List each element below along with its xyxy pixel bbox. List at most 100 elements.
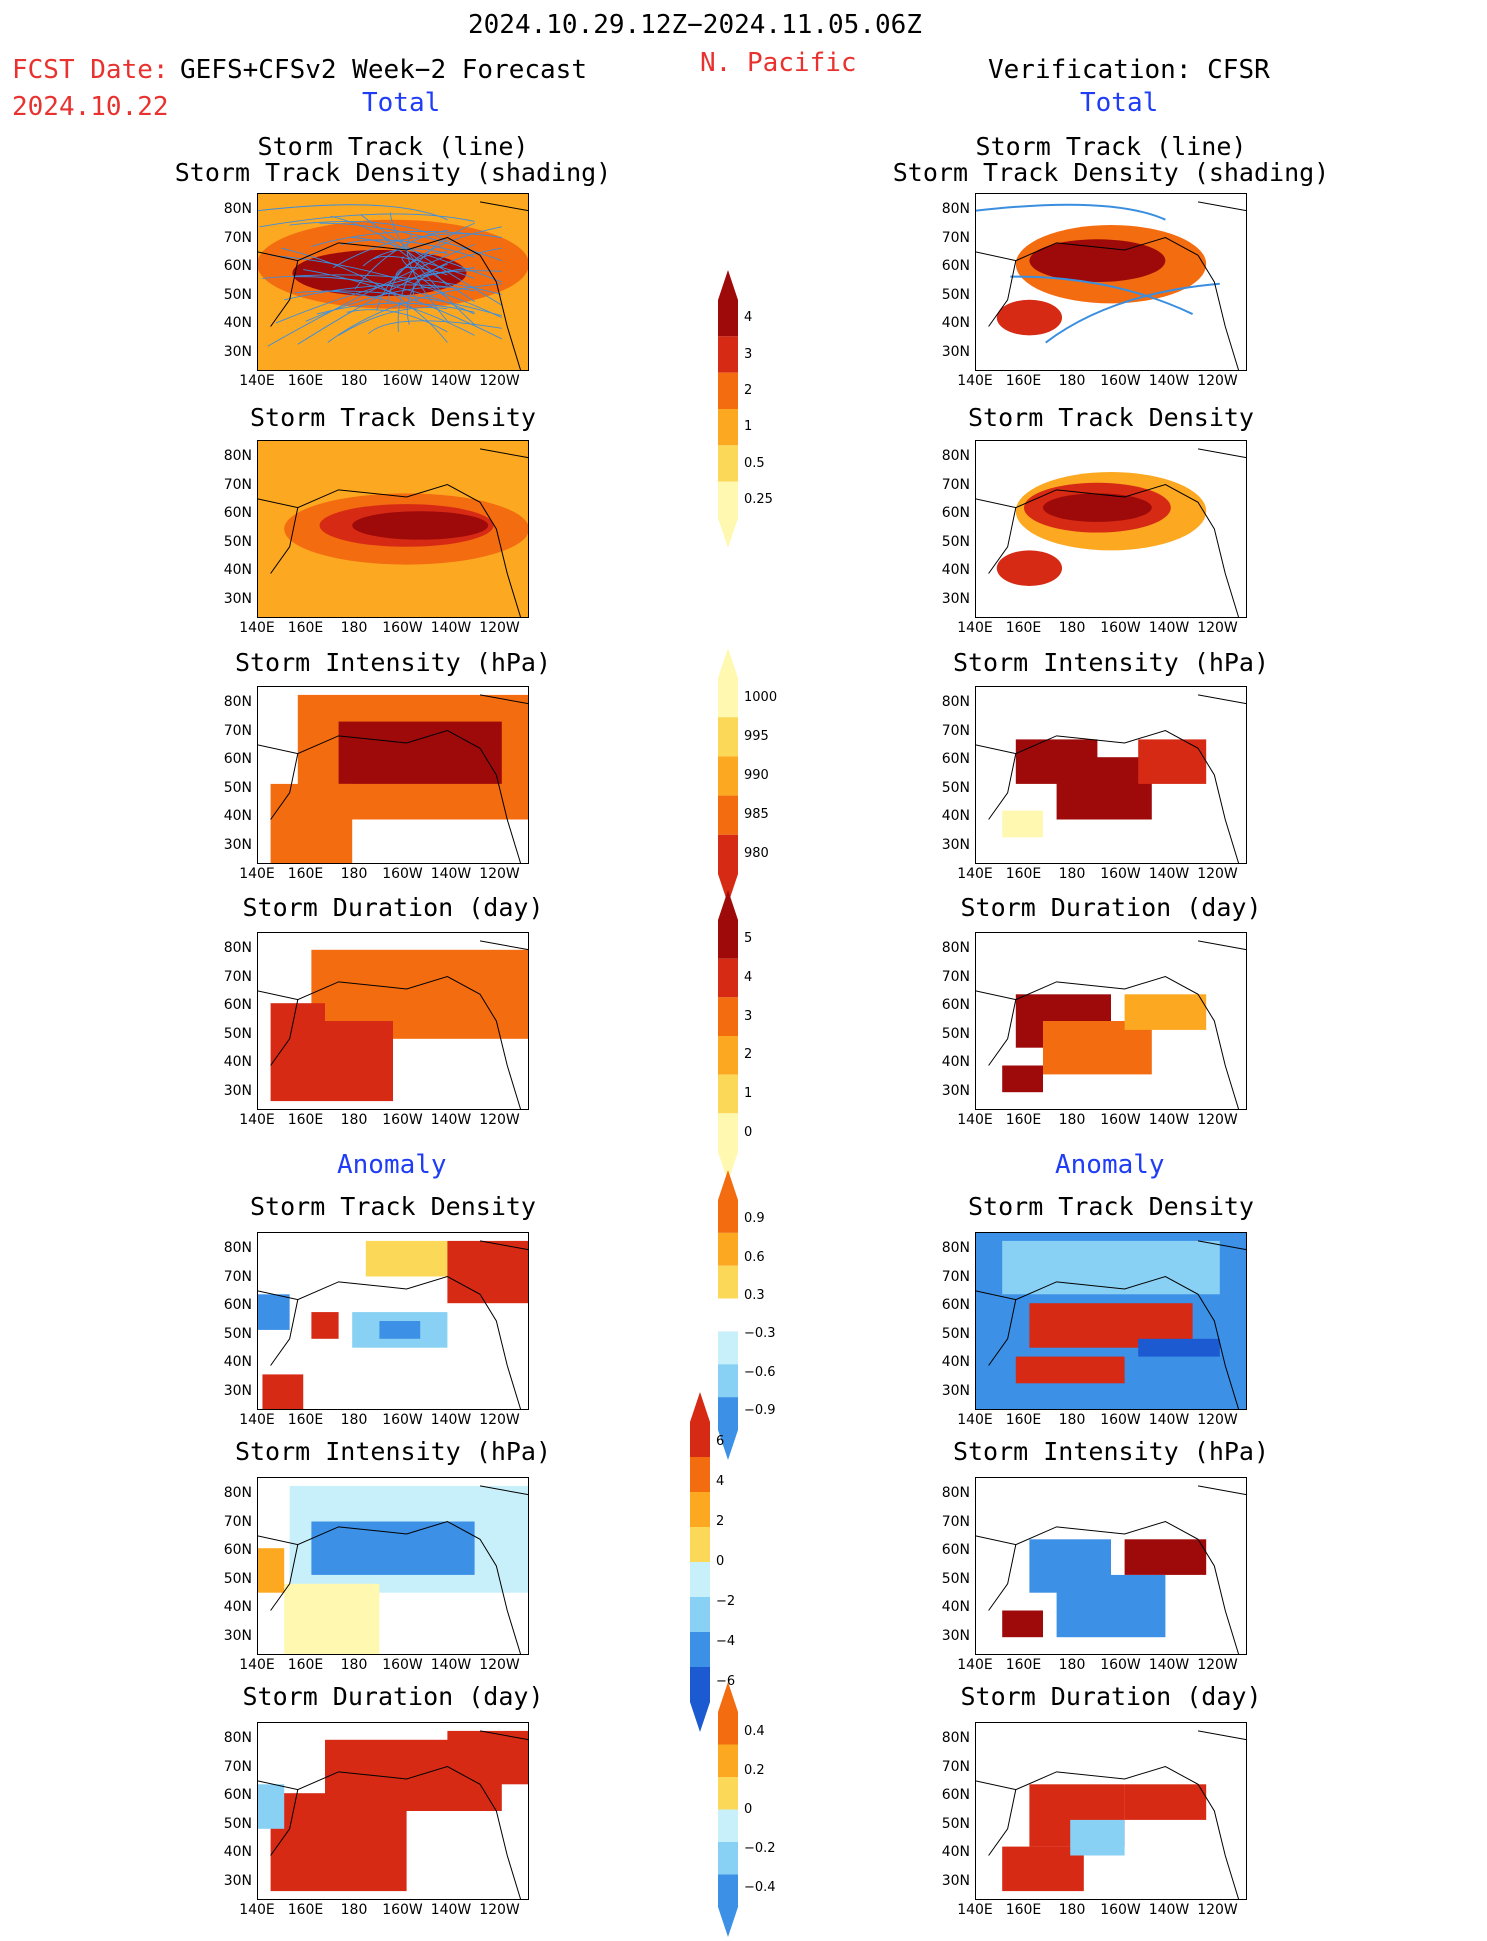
coastline (256, 1240, 530, 1411)
lon-tick-label: 180 (1058, 1657, 1086, 1673)
map-panel-verification-5: 80N 70N 60N 50N 40N 30N 140E 160E 180 160W 140W 120… (942, 1232, 1248, 1428)
map-frame (257, 932, 529, 1110)
lat-tick-label: 80N (223, 201, 252, 217)
storm-track-line (281, 247, 448, 343)
colorbar-swatch (690, 1457, 710, 1492)
colorbar-swatch (718, 678, 738, 718)
lat-tick-label: 30N (223, 1382, 252, 1399)
lon-tick-label: 140W (430, 1412, 472, 1428)
lon-tick-label: 140E (957, 1902, 993, 1918)
lon-tick-label: 160W (1100, 620, 1141, 636)
lon-tick-label: 120W (479, 1112, 520, 1128)
lat-tick-label: 40N (941, 1054, 970, 1070)
colorbar-swatch (718, 1712, 738, 1745)
storm-track-line (311, 231, 502, 247)
lon-tick-label: 160W (382, 866, 423, 882)
storm-track-line (373, 255, 475, 279)
lon-tick-label: 180 (340, 620, 368, 636)
lat-tick-label: 50N (941, 286, 970, 303)
lon-tick-label: 160W (382, 1112, 423, 1128)
colorbar-arrow-down (718, 1430, 738, 1460)
lon-tick-label: 140W (430, 1112, 472, 1128)
colorbar-arrow-up (718, 270, 738, 300)
colorbar-intensity_total: 1000 995 990 985 980 (718, 648, 777, 908)
colorbar-swatch (718, 1200, 738, 1233)
lat-tick-label: 70N (941, 229, 970, 246)
lat-tick-label: 80N (223, 1240, 252, 1256)
shading-region (352, 511, 489, 540)
lon-tick-label: 140W (1148, 866, 1190, 882)
lat-tick-label: 80N (941, 1240, 970, 1256)
lat-tick-label: 40N (223, 1354, 252, 1370)
lon-tick-label: 140W (1148, 620, 1190, 636)
lon-tick-label: 160W (382, 373, 423, 389)
shading-region (996, 299, 1063, 336)
lon-tick-label: 160W (382, 1657, 423, 1673)
map-panel-forecast-1: 80N 70N 60N 50N 40N 30N 140E 160E 180 160W 140W 120… (224, 193, 530, 389)
lon-tick-label: 140W (430, 620, 472, 636)
lon-tick-label: 120W (479, 1657, 520, 1673)
colorbar-swatch (718, 834, 738, 874)
colorbar-swatch (690, 1422, 710, 1457)
lon-tick-label: 160E (1005, 620, 1042, 636)
lon-tick-label: 120W (1197, 620, 1238, 636)
lon-tick-label: 120W (1197, 1412, 1238, 1428)
storm-track-line (360, 214, 503, 306)
storm-track-line (284, 284, 475, 301)
title-r4: Storm Duration (day) (960, 893, 1262, 922)
fcst-date: 2024.10.22 (12, 92, 169, 122)
colorbar-arrow-down (718, 874, 738, 904)
lon-tick-label: 120W (479, 1902, 520, 1918)
shading-region (1002, 1610, 1043, 1638)
lon-tick-label: 160E (287, 1112, 324, 1128)
lat-tick-label: 70N (223, 1268, 252, 1285)
colorbar-label: 1000 (744, 689, 778, 705)
storm-track-line (330, 215, 448, 286)
lon-tick-label: 180 (1058, 1112, 1086, 1128)
colorbar-label: 0 (716, 1554, 725, 1569)
lon-tick-label: 120W (1197, 1112, 1238, 1128)
storm-track-line (295, 290, 502, 317)
lat-tick-label: 40N (941, 1599, 970, 1615)
colorbar-swatch (718, 481, 738, 518)
map-plot (256, 932, 530, 1111)
title-r2: Storm Track Density (968, 403, 1254, 432)
lon-tick-label: 140E (957, 620, 993, 636)
lat-tick-label: 60N (223, 1542, 252, 1558)
shading-region (1043, 1021, 1152, 1075)
lat-tick-label: 70N (223, 1758, 252, 1775)
colorbar-swatch (718, 997, 738, 1036)
colorbar-swatch (718, 717, 738, 757)
lon-tick-label: 120W (1197, 866, 1238, 882)
colorbar-density_anom: 0.9 0.6 0.3 −0.3 −0.6 −0.9 (718, 1170, 776, 1464)
lon-tick-label: 140E (239, 1902, 275, 1918)
map-plot (974, 1232, 1248, 1411)
shading-region (262, 1374, 304, 1410)
shading-region (257, 1784, 285, 1829)
storm-track-line (259, 213, 475, 228)
lat-tick-label: 50N (223, 1025, 252, 1042)
colorbar-arrow-down (718, 1907, 738, 1937)
map-panel-verification-3: 80N 70N 60N 50N 40N 30N 140E 160E 180 160W 140W 120… (942, 686, 1248, 882)
colorbar-label: 4 (716, 1474, 725, 1489)
shading-region (270, 783, 353, 864)
lat-tick-label: 70N (941, 968, 970, 985)
lat-tick-label: 40N (941, 808, 970, 824)
lat-tick-label: 60N (941, 1787, 970, 1803)
lat-tick-label: 30N (223, 836, 252, 853)
lon-tick-label: 160W (1100, 373, 1141, 389)
coastline (256, 940, 530, 1111)
map-panel-forecast-6: 80N 70N 60N 50N 40N 30N 140E 160E 180 160W 140W 120… (224, 1477, 530, 1673)
lat-tick-label: 60N (223, 997, 252, 1013)
lat-tick-label: 70N (941, 476, 970, 493)
lon-tick-label: 180 (1058, 373, 1086, 389)
fcst-date-label: FCST Date: (12, 55, 169, 85)
lon-tick-label: 140E (957, 866, 993, 882)
colorbar-label: 0.25 (744, 491, 773, 507)
lon-tick-label: 160E (287, 1412, 324, 1428)
shading-region (311, 1312, 339, 1339)
lat-tick-label: 40N (223, 315, 252, 331)
map-panel-verification-7: 80N 70N 60N 50N 40N 30N 140E 160E 180 160W 140W 120… (942, 1722, 1248, 1918)
coastline (256, 448, 530, 619)
lat-tick-label: 60N (941, 997, 970, 1013)
